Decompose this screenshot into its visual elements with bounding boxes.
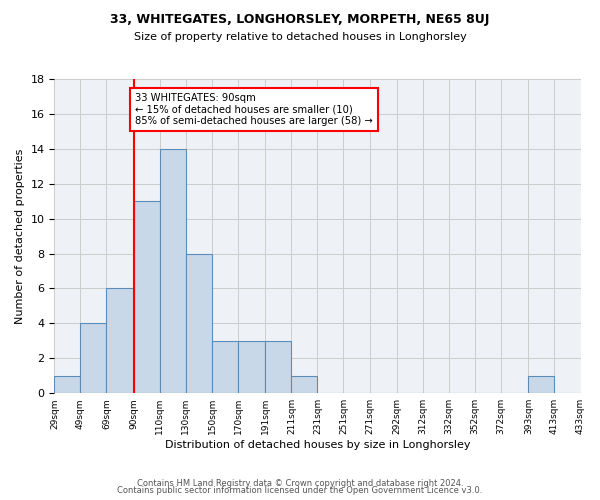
Bar <box>529 376 554 393</box>
Bar <box>80 324 106 393</box>
Bar <box>212 341 238 393</box>
Text: 33, WHITEGATES, LONGHORSLEY, MORPETH, NE65 8UJ: 33, WHITEGATES, LONGHORSLEY, MORPETH, NE… <box>110 12 490 26</box>
X-axis label: Distribution of detached houses by size in Longhorsley: Distribution of detached houses by size … <box>165 440 470 450</box>
Text: Size of property relative to detached houses in Longhorsley: Size of property relative to detached ho… <box>134 32 466 42</box>
Text: Contains HM Land Registry data © Crown copyright and database right 2024.: Contains HM Land Registry data © Crown c… <box>137 478 463 488</box>
Bar <box>134 201 160 393</box>
Bar <box>55 376 80 393</box>
Bar <box>160 149 186 393</box>
Text: Contains public sector information licensed under the Open Government Licence v3: Contains public sector information licen… <box>118 486 482 495</box>
Text: 33 WHITEGATES: 90sqm
← 15% of detached houses are smaller (10)
85% of semi-detac: 33 WHITEGATES: 90sqm ← 15% of detached h… <box>135 93 373 126</box>
Y-axis label: Number of detached properties: Number of detached properties <box>15 148 25 324</box>
Bar <box>238 341 265 393</box>
Bar <box>106 288 134 393</box>
Bar <box>265 341 292 393</box>
Bar <box>186 254 212 393</box>
Bar <box>292 376 317 393</box>
